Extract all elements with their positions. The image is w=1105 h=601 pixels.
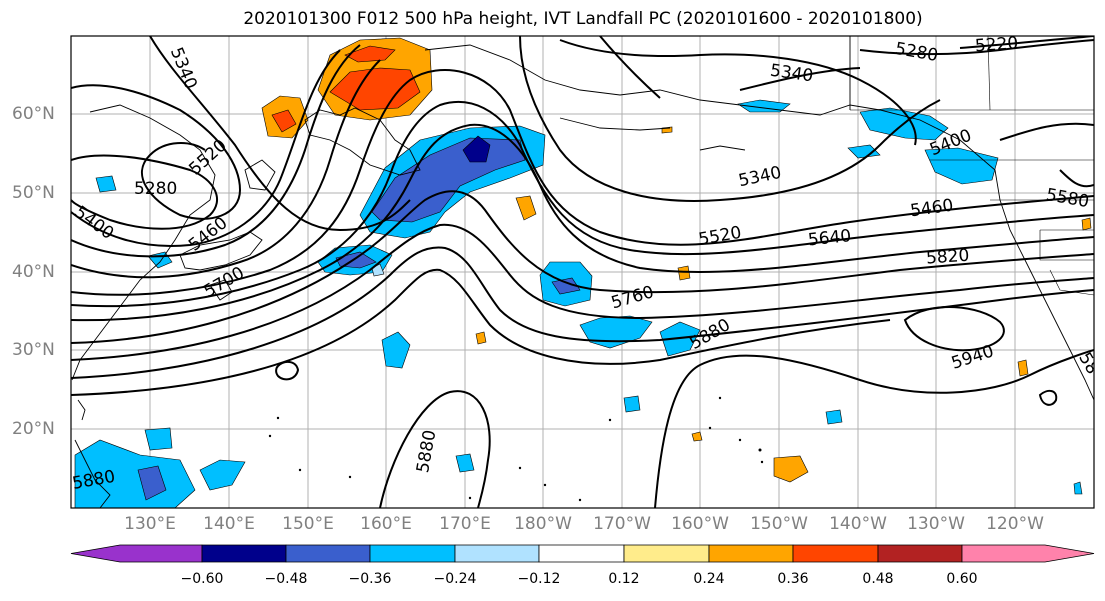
contour-label: 5280 xyxy=(134,179,177,199)
colorbar-tick-label: −0.24 xyxy=(433,571,477,587)
colorbar-segment xyxy=(877,544,963,563)
lon-label: 120°W xyxy=(986,514,1044,534)
colorbar-segment xyxy=(623,544,710,563)
colorbar-segment xyxy=(961,544,1095,563)
contour-label: 5760 xyxy=(609,282,656,313)
contour-label: 5580 xyxy=(1044,185,1090,212)
contour-label: 5880 xyxy=(686,315,733,354)
contour-label: 5400 xyxy=(70,202,117,244)
contour-labels: 5340 5280 5220 5340 5340 5400 5520 5280 … xyxy=(70,33,1102,494)
lon-label: 160°W xyxy=(671,514,729,534)
lon-label: 160°E xyxy=(360,514,412,534)
colorbar-segment xyxy=(708,544,794,563)
lon-label: 150°E xyxy=(282,514,334,534)
colorbar-segment xyxy=(454,544,540,563)
contour-label: 5880 xyxy=(413,428,440,474)
colorbar-segment xyxy=(70,544,203,563)
contour-label: 5280 xyxy=(893,39,939,66)
contour-label: 5340 xyxy=(769,61,815,87)
lon-label: 170°E xyxy=(439,514,491,534)
colorbar-tick-label: −0.36 xyxy=(348,571,392,587)
lat-label: 40°N xyxy=(12,262,55,282)
contour-label: 5460 xyxy=(909,196,955,222)
contour-label: 58 xyxy=(1074,349,1102,378)
colorbar-tick-label: 0.48 xyxy=(862,571,894,587)
colorbar-tick-label: 0.12 xyxy=(608,571,640,587)
lon-label: 150°W xyxy=(750,514,808,534)
colorbar-tick-label: −0.12 xyxy=(517,571,561,587)
colorbar-tick-label: 0.24 xyxy=(693,571,725,587)
colorbar xyxy=(70,544,1095,563)
contour-label: 5640 xyxy=(807,226,852,250)
colorbar-tick-label: −0.60 xyxy=(180,571,224,587)
contour-label: 5520 xyxy=(697,223,743,250)
lat-label: 20°N xyxy=(12,419,55,439)
contour-label: 5940 xyxy=(949,341,996,373)
colorbar-tick-label: −0.48 xyxy=(264,571,308,587)
gridlines xyxy=(71,36,1094,508)
colorbar-segment xyxy=(538,544,625,563)
contour-label: 5340 xyxy=(166,45,201,93)
colorbar-segment xyxy=(285,544,371,563)
height-contours xyxy=(71,36,1094,508)
lon-label: 140°W xyxy=(829,514,887,534)
lat-label: 50°N xyxy=(12,183,55,203)
contour-label: 5220 xyxy=(974,33,1019,56)
colorbar-segment xyxy=(792,544,879,563)
lon-label: 130°E xyxy=(124,514,176,534)
lon-label: 180°W xyxy=(514,514,572,534)
lon-label: 140°E xyxy=(203,514,255,534)
contour-label: 5820 xyxy=(925,246,970,269)
map-frame xyxy=(70,35,1095,509)
colorbar-tick-label: 0.60 xyxy=(946,571,978,587)
contour-label: 5340 xyxy=(737,163,783,192)
colorbar-tick-label: 0.36 xyxy=(777,571,809,587)
lon-label: 170°W xyxy=(593,514,651,534)
island-dots xyxy=(268,396,764,502)
colorbar-segment xyxy=(201,544,287,563)
lat-label: 60°N xyxy=(12,104,55,124)
figure-title: 2020101300 F012 500 hPa height, IVT Land… xyxy=(243,9,923,29)
lon-label: 130°W xyxy=(907,514,965,534)
lat-label: 30°N xyxy=(12,340,55,360)
colorbar-segment xyxy=(369,544,456,563)
contour-label: 5520 xyxy=(185,136,231,180)
